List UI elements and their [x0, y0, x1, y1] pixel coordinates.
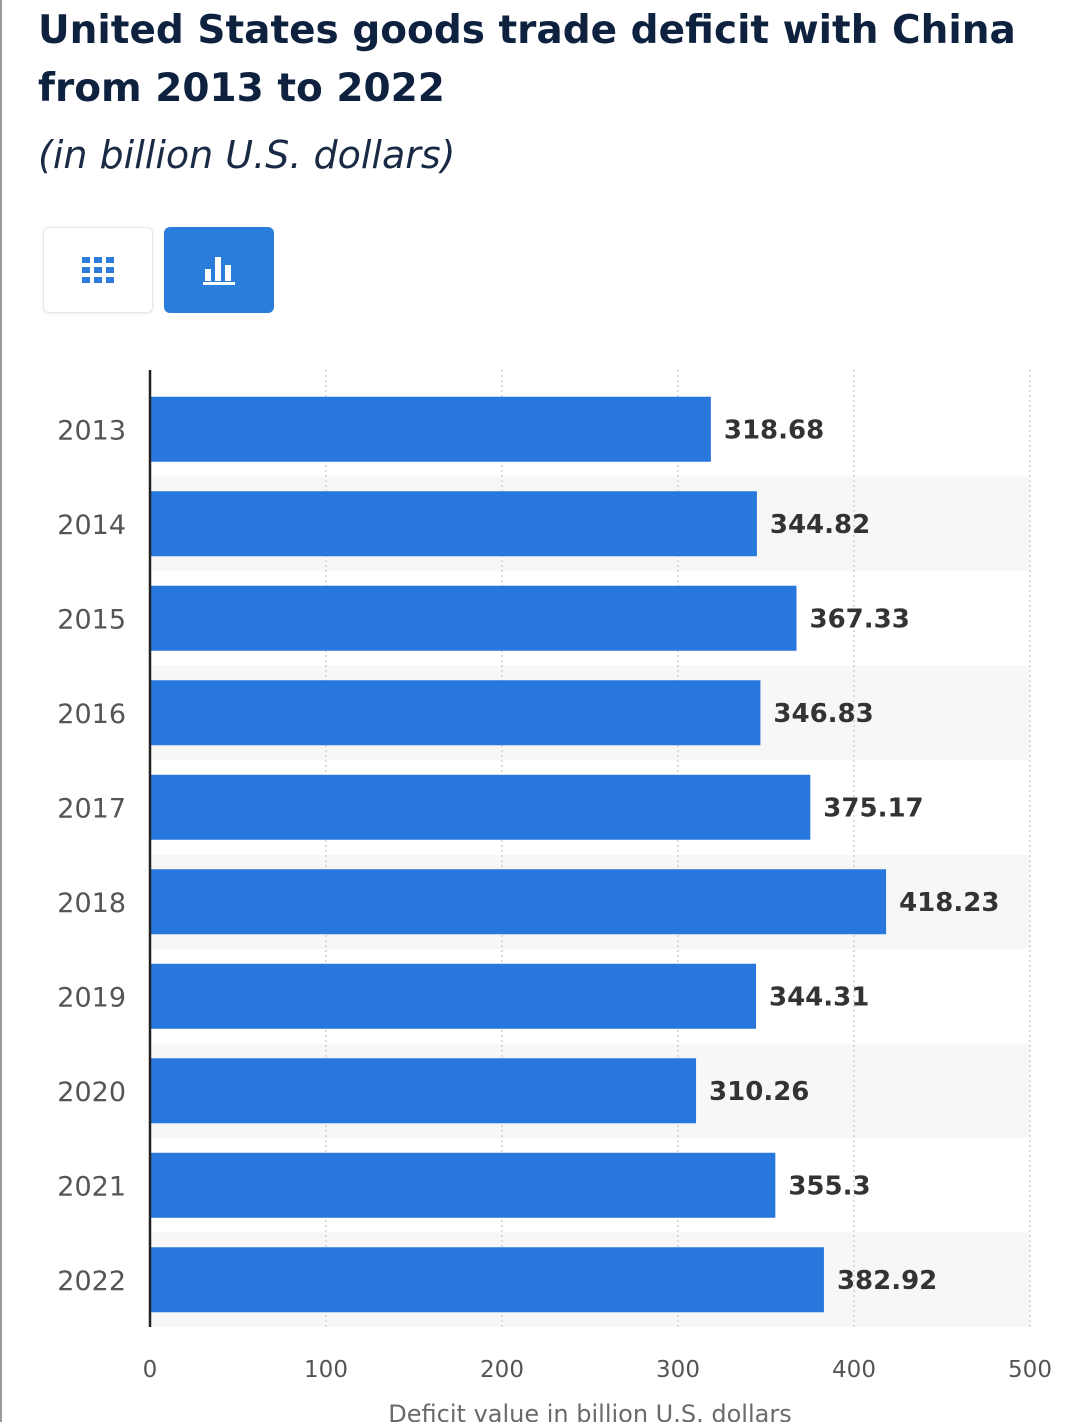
bars	[150, 396, 887, 1313]
value-label: 344.31	[769, 982, 869, 1012]
chart-view-button[interactable]	[164, 227, 274, 313]
table-view-button[interactable]	[43, 227, 153, 313]
left-edge-divider	[0, 0, 2, 1422]
value-labels: 318.68 344.82 367.33 346.83 375.17 418.23 344.…	[709, 415, 999, 1296]
x-axis-label: Deficit value in billion U.S. dollars	[388, 1400, 791, 1422]
bar	[150, 1247, 824, 1313]
chart-area: 318.68 344.82 367.33 346.83 375.17 418.23 344.…	[0, 370, 1080, 1426]
bar-chart-icon	[203, 257, 235, 285]
category-label: 2016	[57, 699, 126, 730]
grid-icon	[82, 257, 114, 283]
category-label: 2021	[57, 1171, 126, 1202]
bar	[150, 774, 811, 840]
x-tick-label: 0	[143, 1357, 158, 1383]
chart-title: United States goods trade deficit with C…	[38, 8, 1016, 111]
value-label: 355.3	[788, 1171, 870, 1201]
x-tick-label: 300	[656, 1357, 700, 1383]
category-label: 2018	[57, 888, 126, 919]
category-label: 2022	[57, 1266, 126, 1297]
value-label: 346.83	[773, 699, 873, 729]
category-label: 2019	[57, 982, 126, 1013]
category-label: 2015	[57, 604, 126, 635]
value-label: 367.33	[810, 604, 910, 634]
x-tick-labels: 0 100 200 300 400 500	[143, 1357, 1052, 1383]
bar	[150, 963, 756, 1029]
bar	[150, 680, 761, 746]
x-tick-label: 400	[832, 1357, 876, 1383]
x-tick-label: 500	[1008, 1357, 1052, 1383]
bar	[150, 396, 711, 462]
bar	[150, 585, 797, 651]
chart-subtitle: (in billion U.S. dollars)	[38, 133, 456, 177]
value-label: 318.68	[724, 415, 824, 445]
value-label: 382.92	[837, 1266, 937, 1296]
bar-chart: 318.68 344.82 367.33 346.83 375.17 418.23 344.…	[57, 370, 1052, 1426]
value-label: 344.82	[770, 510, 870, 540]
bar	[150, 1058, 697, 1124]
category-label: 2020	[57, 1077, 126, 1108]
value-label: 418.23	[899, 888, 999, 918]
bar	[150, 1152, 776, 1218]
bar	[150, 869, 887, 935]
x-tick-label: 100	[304, 1357, 348, 1383]
value-label: 375.17	[823, 793, 923, 823]
category-label: 2014	[57, 510, 126, 541]
category-label: 2013	[57, 415, 126, 446]
category-labels: 2013 2014 2015 2016 2017 2018 2019 2020 2021 2022	[57, 415, 126, 1297]
bar	[150, 491, 757, 557]
value-label: 310.26	[709, 1077, 809, 1107]
category-label: 2017	[57, 793, 126, 824]
x-tick-label: 200	[480, 1357, 524, 1383]
